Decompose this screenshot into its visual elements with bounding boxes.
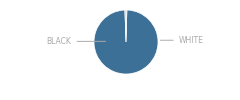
Wedge shape (125, 10, 127, 42)
Text: WHITE: WHITE (161, 36, 204, 45)
Wedge shape (94, 10, 158, 74)
Text: BLACK: BLACK (47, 37, 106, 46)
